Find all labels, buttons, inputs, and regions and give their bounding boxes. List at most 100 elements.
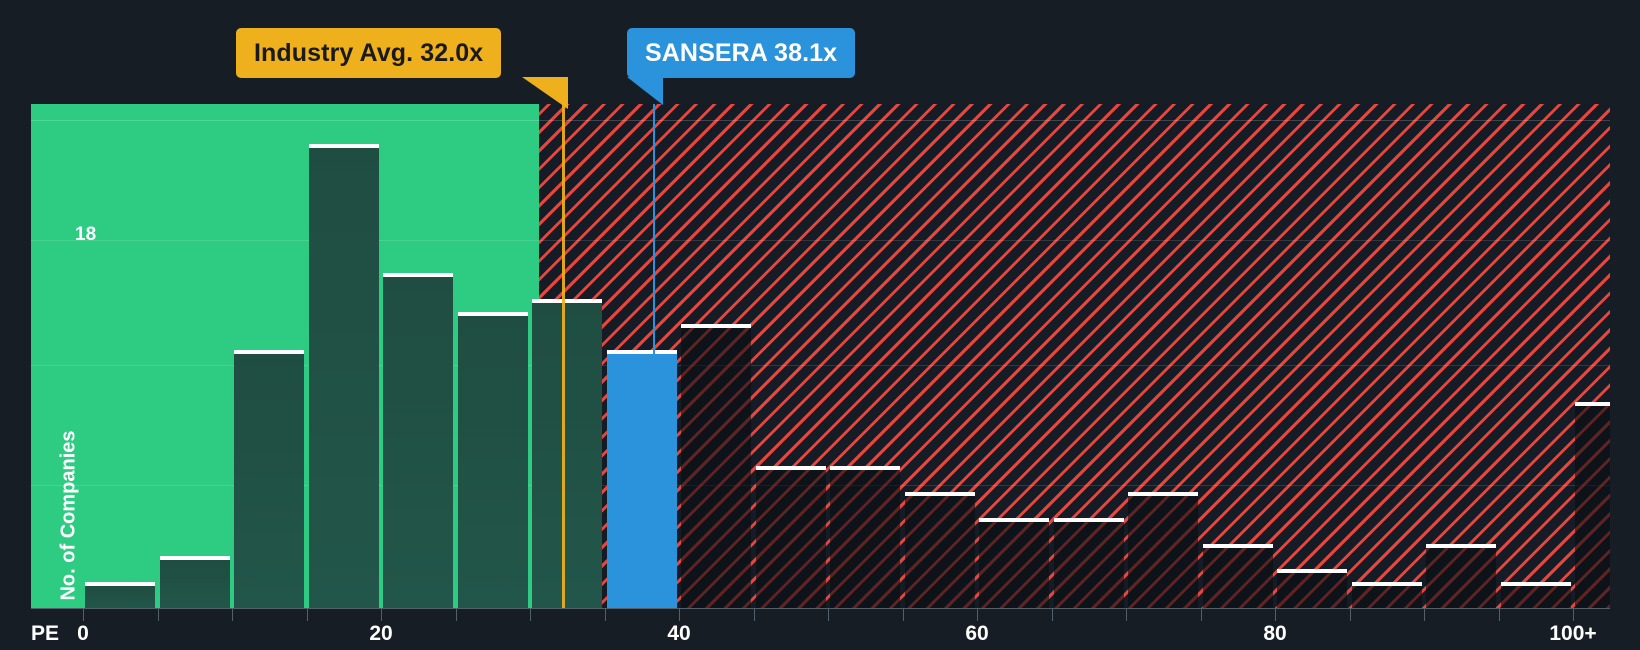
bar-cap [1426, 543, 1496, 548]
bar-cap [1128, 492, 1198, 496]
histogram-bar[interactable] [1351, 582, 1422, 608]
histogram-bar[interactable] [1575, 401, 1610, 608]
x-axis-tick [1275, 608, 1276, 621]
histogram-bar[interactable] [681, 324, 751, 608]
histogram-bar[interactable] [1128, 492, 1198, 608]
x-axis-tick [306, 608, 308, 621]
company-pe-callout-label: SANSERA 38.1x [645, 38, 838, 67]
bar-body [1575, 405, 1610, 608]
x-axis-line [31, 608, 1610, 609]
histogram-bar[interactable] [1500, 582, 1571, 608]
histogram-bar[interactable] [904, 492, 975, 608]
bar-cap [308, 143, 379, 148]
bar-cap [1202, 543, 1273, 548]
x-axis-tick [1349, 608, 1351, 621]
histogram-bar[interactable] [1202, 543, 1273, 608]
bar-body [830, 470, 900, 608]
x-axis-tick [530, 608, 531, 621]
bar-cap [234, 350, 304, 355]
x-axis-tick [604, 608, 606, 621]
histogram-bar[interactable] [308, 143, 379, 608]
x-axis-tick [679, 608, 680, 621]
bar-body [1128, 496, 1198, 608]
bar-cap [755, 466, 826, 471]
bar-body [159, 560, 230, 608]
bar-body [1053, 521, 1124, 608]
gridline-mid [31, 365, 1610, 366]
x-axis-tick [83, 608, 84, 621]
company-callout-tail [627, 77, 663, 105]
x-axis-label: 20 [369, 622, 393, 645]
x-axis-label: 60 [965, 622, 989, 645]
bar-body [681, 328, 751, 608]
histogram-bar[interactable] [457, 311, 528, 608]
x-axis-tick [1200, 608, 1202, 621]
y-axis-title: No. of Companies [57, 430, 80, 601]
company-pe-callout[interactable]: SANSERA 38.1x [627, 28, 856, 78]
bar-body [1351, 586, 1422, 608]
x-axis-tick [1126, 608, 1127, 621]
histogram-bar[interactable] [159, 556, 230, 608]
histogram-bar[interactable] [830, 466, 900, 608]
bar-body [234, 354, 304, 608]
bar-body [1426, 547, 1496, 608]
histogram-bar[interactable] [234, 350, 304, 608]
bar-cap [681, 324, 751, 329]
bar-cap [1053, 517, 1124, 522]
company-pe-marker-line [653, 104, 655, 608]
bar-cap [979, 517, 1049, 522]
x-axis-tick [1424, 608, 1425, 621]
bar-cap [383, 272, 453, 277]
x-axis-tick [381, 608, 382, 621]
histogram-bar[interactable] [755, 466, 826, 608]
plot-area: 18 No. of Companies [31, 104, 1610, 608]
bar-body [1277, 573, 1347, 608]
histogram-bar[interactable] [1053, 517, 1124, 608]
x-axis-tick [1573, 608, 1574, 621]
bar-body [85, 586, 155, 608]
gridline-18 [31, 120, 1610, 121]
histogram-bar[interactable] [383, 272, 453, 608]
histogram-bar[interactable] [85, 582, 155, 608]
industry-average-callout[interactable]: Industry Avg. 32.0x [236, 28, 502, 78]
x-axis-tick [232, 608, 233, 621]
x-axis-tick [1498, 608, 1500, 621]
bar-body [606, 354, 677, 608]
histogram-bar[interactable] [1426, 543, 1496, 608]
bar-body [904, 496, 975, 608]
histogram-bar[interactable] [979, 517, 1049, 608]
bar-body [457, 315, 528, 608]
bar-body [1202, 547, 1273, 608]
bar-cap [1351, 582, 1422, 587]
x-axis-tick [977, 608, 978, 621]
x-axis-label: 100+ [1549, 622, 1597, 645]
histogram-bar[interactable] [1277, 569, 1347, 608]
x-axis-tick [902, 608, 904, 621]
bar-body [755, 470, 826, 608]
x-axis-label: 40 [667, 622, 691, 645]
bar-cap [532, 298, 602, 303]
bar-cap [1277, 569, 1347, 574]
bar-cap [830, 466, 900, 471]
bar-cap [1500, 582, 1571, 587]
bar-cap [1575, 401, 1610, 406]
industry-average-marker-line [562, 104, 565, 608]
industry-callout-tail [522, 77, 568, 109]
histogram-bar[interactable] [532, 298, 602, 608]
industry-average-callout-label: Industry Avg. 32.0x [254, 38, 484, 67]
x-axis-label: 0 [77, 622, 89, 645]
x-axis-tick [828, 608, 829, 621]
bar-body [308, 147, 379, 608]
bar-body [1500, 586, 1571, 608]
x-axis-label: 80 [1263, 622, 1287, 645]
bar-body [979, 521, 1049, 608]
x-axis-tick [753, 608, 755, 621]
x-axis-tick [1051, 608, 1053, 621]
histogram-bar[interactable] [606, 350, 677, 608]
bar-body [383, 276, 453, 608]
bar-cap [904, 492, 975, 496]
bar-cap [159, 556, 230, 561]
bar-cap [85, 582, 155, 587]
x-axis-tick [455, 608, 457, 621]
